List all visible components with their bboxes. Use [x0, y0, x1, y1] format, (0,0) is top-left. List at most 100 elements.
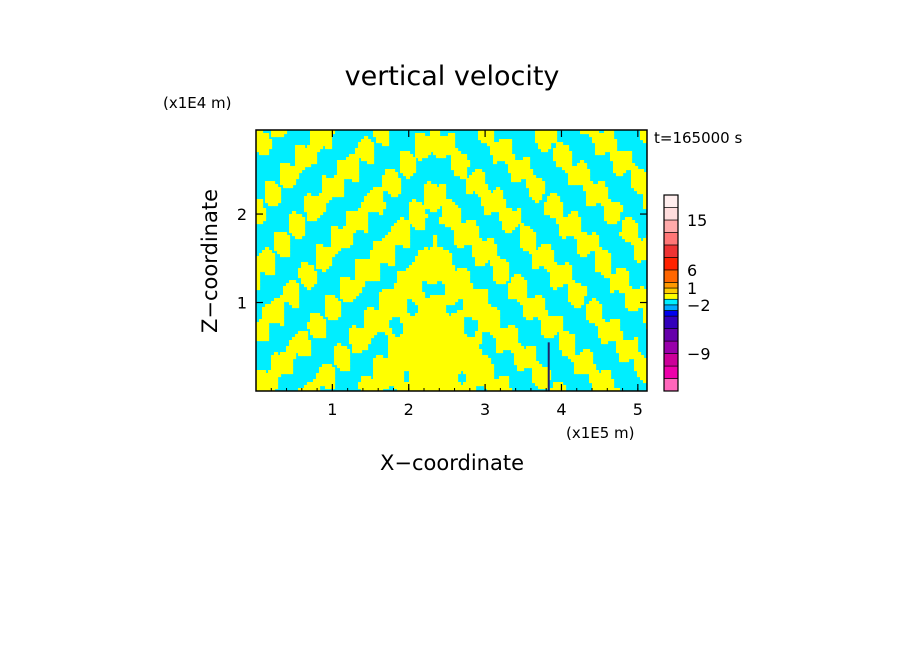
field-cell-2302 — [322, 262, 327, 267]
field-cell-3492 — [406, 319, 411, 324]
field-cell-4280 — [286, 355, 291, 360]
field-cell-3879 — [349, 337, 354, 342]
field-cell-386 — [415, 151, 420, 156]
field-cell-4742 — [430, 373, 435, 378]
field-cell-2741 — [457, 283, 462, 288]
field-cell-2578 — [556, 274, 561, 279]
field-cell-3952 — [391, 340, 396, 345]
field-cell-724 — [337, 172, 342, 177]
field-cell-767 — [280, 175, 285, 180]
field-cell-3290 — [421, 310, 426, 315]
field-cell-62 — [373, 133, 378, 138]
field-cell-4053 — [517, 343, 522, 348]
field-cell-2921 — [511, 292, 516, 297]
field-cell-1147 — [490, 196, 495, 201]
field-cell-4800 — [394, 376, 399, 381]
field-cell-1681 — [559, 226, 564, 231]
field-cell-802 — [532, 175, 537, 180]
field-cell-4249 — [469, 352, 474, 357]
field-cell-3054 — [517, 298, 522, 303]
field-cell-2811 — [610, 286, 615, 291]
field-cell-1975 — [475, 244, 480, 249]
field-cell-865 — [283, 181, 288, 186]
field-cell-2590 — [625, 274, 630, 279]
field-cell-2852 — [469, 289, 474, 294]
field-cell-845 — [529, 178, 534, 183]
field-cell-766 — [643, 172, 647, 177]
field-cell-2902 — [412, 292, 417, 297]
field-cell-1790 — [274, 235, 279, 240]
field-cell-1828 — [577, 235, 582, 240]
field-cell-2933 — [628, 292, 633, 297]
field-cell-1943 — [631, 241, 636, 246]
field-cell-2791 — [451, 286, 456, 291]
field-cell-22 — [436, 130, 441, 135]
field-cell-2942 — [289, 295, 294, 300]
field-cell-3951 — [388, 340, 393, 345]
field-cell-3666 — [316, 328, 321, 333]
field-cell-1069 — [274, 193, 279, 198]
field-cell-4430 — [346, 361, 351, 366]
field-cell-4114 — [499, 346, 504, 351]
field-cell-131 — [490, 136, 495, 141]
field-cell-1519 — [508, 217, 513, 222]
field-cell-3735 — [301, 331, 306, 336]
field-cell-2129 — [325, 253, 330, 258]
field-cell-1799 — [337, 235, 342, 240]
field-cell-2216 — [496, 256, 501, 261]
field-cell-3987 — [511, 340, 516, 345]
field-cell-313 — [613, 145, 618, 150]
field-cell-2971 — [439, 295, 444, 300]
field-cell-771 — [292, 175, 297, 180]
field-cell-2492 — [412, 271, 417, 276]
field-cell-631 — [352, 166, 357, 171]
field-cell-1515 — [457, 217, 462, 222]
field-cell-3877 — [301, 337, 306, 342]
field-cell-3215 — [367, 307, 372, 312]
field-cell-1154 — [547, 196, 552, 201]
field-cell-3074 — [640, 298, 645, 303]
field-cell-406 — [508, 151, 513, 156]
field-cell-1020 — [325, 190, 330, 195]
field-cell-868 — [292, 181, 297, 186]
field-cell-2019 — [382, 247, 387, 252]
field-cell-4282 — [292, 355, 297, 360]
field-cell-39 — [592, 130, 597, 135]
field-cell-4820 — [469, 376, 474, 381]
field-cell-625 — [301, 166, 306, 171]
field-cell-4646 — [286, 370, 291, 375]
field-cell-3867 — [613, 334, 618, 339]
field-cell-28 — [535, 130, 540, 135]
field-cell-708 — [583, 169, 588, 174]
field-cell-3420 — [385, 316, 390, 321]
field-cell-4261 — [565, 352, 570, 357]
field-cell-3024 — [385, 298, 390, 303]
field-cell-4976 — [481, 382, 486, 387]
field-cell-1481 — [607, 214, 612, 219]
field-cell-1168 — [259, 199, 264, 204]
field-cell-4608 — [463, 367, 468, 372]
field-cell-4389 — [466, 358, 471, 363]
field-cell-4254 — [517, 352, 522, 357]
field-cell-2199 — [421, 256, 426, 261]
field-cell-2961 — [403, 295, 408, 300]
field-cell-3811 — [322, 334, 327, 339]
field-cell-3688 — [418, 328, 423, 333]
field-cell-1183 — [367, 199, 372, 204]
field-cell-2054 — [640, 247, 645, 252]
field-cell-1794 — [286, 235, 291, 240]
field-cell-3993 — [571, 340, 576, 345]
field-cell-3898 — [424, 337, 429, 342]
field-cell-4403 — [532, 358, 537, 363]
field-cell-2209 — [475, 256, 480, 261]
field-cell-4348 — [277, 358, 282, 363]
field-cell-1631 — [565, 223, 570, 228]
field-cell-2532 — [301, 274, 306, 279]
field-cell-3728 — [613, 328, 618, 333]
field-cell-2361 — [316, 265, 321, 270]
field-cell-4456 — [448, 361, 453, 366]
field-cell-3355 — [403, 313, 408, 318]
field-cell-2148 — [442, 253, 447, 258]
field-cell-2308 — [364, 262, 369, 267]
field-cell-4279 — [283, 355, 288, 360]
